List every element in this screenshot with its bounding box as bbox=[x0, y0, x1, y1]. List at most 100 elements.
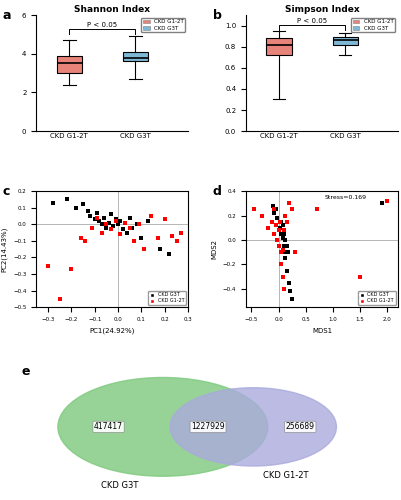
Text: 256689: 256689 bbox=[285, 422, 314, 432]
Point bbox=[166, 250, 172, 258]
Point bbox=[87, 212, 93, 220]
Point bbox=[279, 246, 286, 254]
Point bbox=[117, 217, 123, 225]
Y-axis label: PC2(14.43%): PC2(14.43%) bbox=[1, 226, 8, 272]
Legend: CKD G1-2T, CKD G3T: CKD G1-2T, CKD G3T bbox=[350, 18, 394, 32]
Point bbox=[122, 218, 128, 226]
Point bbox=[93, 208, 100, 216]
Point bbox=[283, 242, 289, 250]
Point bbox=[126, 224, 133, 232]
Point bbox=[281, 254, 288, 262]
Point bbox=[277, 230, 284, 238]
Point bbox=[287, 288, 293, 296]
Point bbox=[140, 245, 147, 253]
Point bbox=[178, 228, 184, 236]
Point bbox=[107, 226, 114, 234]
Point bbox=[258, 212, 265, 220]
Point bbox=[275, 226, 281, 234]
Point bbox=[283, 266, 289, 274]
Text: d: d bbox=[212, 186, 221, 198]
Point bbox=[277, 218, 284, 226]
Point bbox=[63, 196, 70, 203]
Point bbox=[56, 295, 63, 303]
Point bbox=[383, 197, 389, 205]
X-axis label: MDS1: MDS1 bbox=[311, 328, 331, 334]
Point bbox=[270, 206, 277, 214]
Point bbox=[131, 237, 137, 245]
Text: e: e bbox=[22, 364, 30, 378]
Text: P < 0.05: P < 0.05 bbox=[296, 18, 326, 24]
Point bbox=[275, 242, 281, 250]
Point bbox=[91, 216, 97, 224]
Point bbox=[276, 224, 282, 232]
Point bbox=[119, 226, 126, 234]
Point bbox=[98, 220, 105, 228]
Point bbox=[49, 198, 56, 206]
Point bbox=[77, 234, 84, 241]
Point bbox=[96, 217, 102, 225]
Point bbox=[136, 220, 142, 228]
Point bbox=[279, 234, 286, 241]
Point bbox=[168, 232, 174, 240]
Point bbox=[173, 237, 179, 245]
Point bbox=[280, 230, 286, 238]
Point bbox=[145, 217, 151, 225]
Point bbox=[68, 265, 74, 273]
Point bbox=[138, 234, 144, 241]
PathPatch shape bbox=[266, 38, 291, 55]
Point bbox=[280, 242, 286, 250]
Point bbox=[82, 237, 88, 245]
Legend: CKD G3T, CKD G1-2T: CKD G3T, CKD G1-2T bbox=[357, 291, 395, 305]
Point bbox=[105, 218, 111, 226]
Point bbox=[277, 260, 284, 268]
Legend: CKD G1-2T, CKD G3T: CKD G1-2T, CKD G3T bbox=[141, 18, 185, 32]
Text: CKD G3T: CKD G3T bbox=[101, 482, 138, 490]
Point bbox=[73, 204, 79, 212]
Text: 417417: 417417 bbox=[94, 422, 123, 432]
Point bbox=[377, 200, 384, 207]
Text: a: a bbox=[3, 9, 11, 22]
Point bbox=[280, 285, 286, 293]
Point bbox=[98, 228, 105, 236]
Text: 1227929: 1227929 bbox=[191, 422, 224, 432]
Text: P < 0.05: P < 0.05 bbox=[87, 22, 117, 28]
Point bbox=[115, 220, 121, 228]
Point bbox=[112, 217, 119, 225]
Point bbox=[288, 206, 295, 214]
Point bbox=[279, 222, 286, 230]
Point bbox=[279, 272, 286, 280]
Point bbox=[277, 248, 284, 256]
Point bbox=[117, 230, 123, 238]
Point bbox=[283, 218, 289, 226]
Point bbox=[103, 220, 109, 228]
Circle shape bbox=[58, 378, 267, 476]
Point bbox=[129, 224, 135, 232]
PathPatch shape bbox=[122, 52, 148, 62]
Text: Stress=0.169: Stress=0.169 bbox=[324, 194, 366, 200]
Point bbox=[281, 212, 288, 220]
Point bbox=[270, 209, 277, 217]
Text: CKD G1-2T: CKD G1-2T bbox=[262, 471, 308, 480]
PathPatch shape bbox=[332, 37, 357, 44]
Point bbox=[273, 236, 280, 244]
Point bbox=[284, 248, 291, 256]
Point bbox=[281, 236, 288, 244]
Point bbox=[103, 224, 109, 232]
Point bbox=[112, 216, 119, 224]
Point bbox=[276, 218, 282, 226]
Point bbox=[122, 218, 128, 226]
Point bbox=[154, 234, 161, 241]
Point bbox=[93, 214, 100, 222]
Point bbox=[286, 200, 292, 207]
Title: Shannon Index: Shannon Index bbox=[74, 5, 150, 14]
Point bbox=[124, 228, 130, 236]
Point bbox=[272, 222, 278, 230]
Point bbox=[269, 202, 275, 210]
Point bbox=[110, 222, 116, 230]
Point bbox=[356, 272, 362, 280]
Point bbox=[45, 262, 51, 270]
Point bbox=[281, 248, 288, 256]
Point bbox=[133, 220, 140, 228]
Point bbox=[286, 279, 292, 287]
Point bbox=[250, 206, 257, 214]
